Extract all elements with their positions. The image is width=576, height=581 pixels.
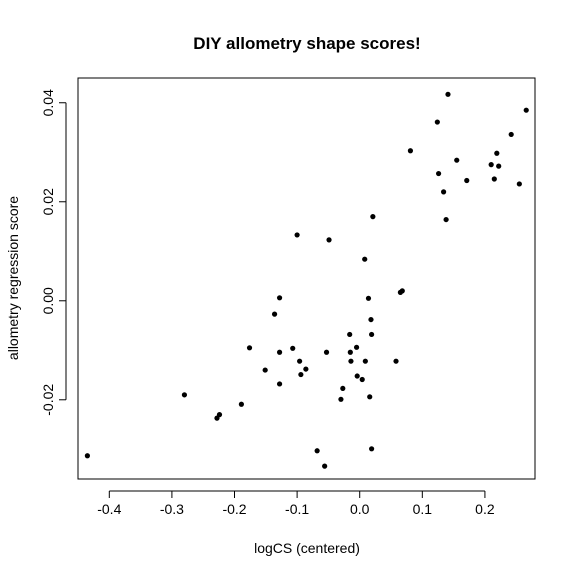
data-point — [353, 344, 360, 350]
y-tick-label: 0.04 — [40, 89, 56, 116]
data-point — [491, 176, 497, 182]
data-point — [434, 119, 440, 125]
data-point — [435, 170, 442, 177]
data-point — [276, 349, 283, 355]
data-point — [216, 412, 223, 418]
y-axis-label: allometry regression score — [5, 196, 21, 360]
plot-frame — [77, 77, 536, 480]
data-point — [367, 394, 373, 400]
data-point — [370, 214, 376, 220]
data-point — [294, 232, 300, 238]
data-point — [276, 381, 283, 387]
data-point — [496, 163, 502, 169]
y-tick-label: 0.00 — [40, 287, 56, 314]
x-tick-label: 0.0 — [350, 501, 370, 517]
data-point — [326, 237, 332, 243]
x-tick-label: -0.1 — [285, 501, 309, 517]
data-point — [368, 316, 374, 323]
data-point — [399, 288, 405, 294]
x-tick-label: -0.3 — [160, 501, 184, 517]
data-point — [297, 358, 303, 364]
data-point — [322, 463, 328, 469]
data-point — [516, 181, 522, 187]
data-point — [238, 401, 244, 407]
data-point — [407, 148, 414, 154]
data-point — [181, 392, 188, 398]
data-point — [354, 373, 360, 379]
data-point — [262, 367, 268, 373]
data-point — [393, 358, 399, 364]
data-point — [369, 331, 375, 338]
data-point — [347, 331, 353, 338]
y-tick-label: -0.02 — [40, 384, 56, 416]
data-point — [494, 150, 500, 156]
data-point — [365, 295, 372, 301]
data-point — [464, 177, 470, 184]
x-axis-label: logCS (centered) — [254, 540, 360, 556]
data-point — [314, 448, 320, 454]
data-points — [84, 91, 529, 469]
data-point — [443, 216, 449, 223]
x-tick-label: 0.2 — [475, 501, 495, 517]
y-axis: -0.02 0.00 0.02 0.04 — [40, 89, 67, 416]
data-point — [523, 107, 529, 113]
data-point — [246, 345, 253, 351]
x-tick-label: -0.2 — [222, 501, 246, 517]
data-point — [340, 385, 346, 392]
data-point — [84, 453, 90, 459]
y-tick-label: 0.02 — [40, 188, 56, 215]
data-point — [441, 189, 447, 195]
data-point — [338, 396, 344, 402]
data-point — [348, 358, 354, 364]
data-point — [298, 371, 304, 378]
data-point — [290, 345, 296, 351]
data-point — [362, 256, 368, 262]
data-point — [445, 91, 451, 97]
x-axis: -0.4 -0.3 -0.2 -0.1 0.0 0.1 0.2 — [97, 490, 495, 517]
data-point — [488, 162, 494, 168]
data-point — [369, 446, 375, 452]
x-tick-label: 0.1 — [413, 501, 433, 517]
data-point — [276, 295, 283, 301]
data-point — [271, 311, 278, 317]
data-point — [303, 366, 309, 372]
data-point — [323, 349, 330, 355]
x-tick-label: -0.4 — [97, 501, 121, 517]
data-point — [454, 157, 460, 163]
data-point — [508, 131, 514, 138]
data-point — [362, 358, 368, 364]
data-point — [359, 376, 365, 383]
chart-title: DIY allometry shape scores! — [193, 34, 420, 53]
data-point — [347, 349, 353, 355]
